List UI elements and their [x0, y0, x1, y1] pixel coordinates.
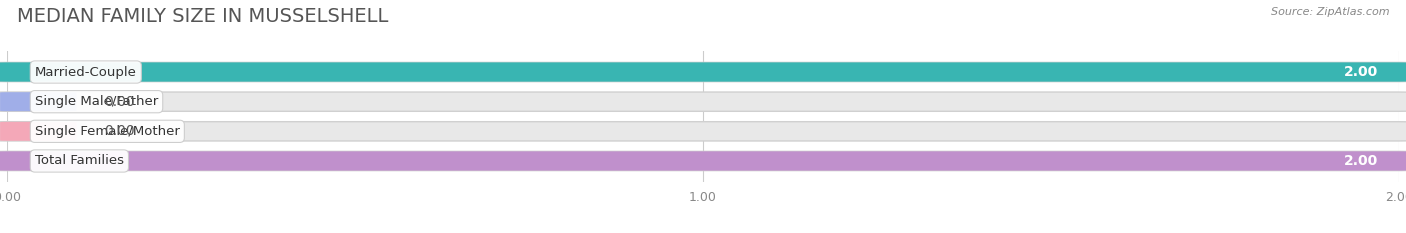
Text: Total Families: Total Families	[35, 154, 124, 168]
Text: 2.00: 2.00	[1344, 154, 1378, 168]
FancyBboxPatch shape	[0, 151, 1406, 171]
FancyBboxPatch shape	[0, 92, 1406, 111]
Text: Married-Couple: Married-Couple	[35, 65, 136, 79]
Text: MEDIAN FAMILY SIZE IN MUSSELSHELL: MEDIAN FAMILY SIZE IN MUSSELSHELL	[17, 7, 388, 26]
FancyBboxPatch shape	[0, 151, 1406, 171]
FancyBboxPatch shape	[0, 122, 1406, 141]
Text: 0.00: 0.00	[104, 124, 135, 138]
FancyBboxPatch shape	[0, 92, 77, 111]
Text: 0.00: 0.00	[104, 95, 135, 109]
Text: 2.00: 2.00	[1344, 65, 1378, 79]
Text: Single Female/Mother: Single Female/Mother	[35, 125, 180, 138]
FancyBboxPatch shape	[0, 62, 1406, 82]
Text: Single Male/Father: Single Male/Father	[35, 95, 157, 108]
FancyBboxPatch shape	[0, 122, 77, 141]
Text: Source: ZipAtlas.com: Source: ZipAtlas.com	[1271, 7, 1389, 17]
FancyBboxPatch shape	[0, 62, 1406, 82]
